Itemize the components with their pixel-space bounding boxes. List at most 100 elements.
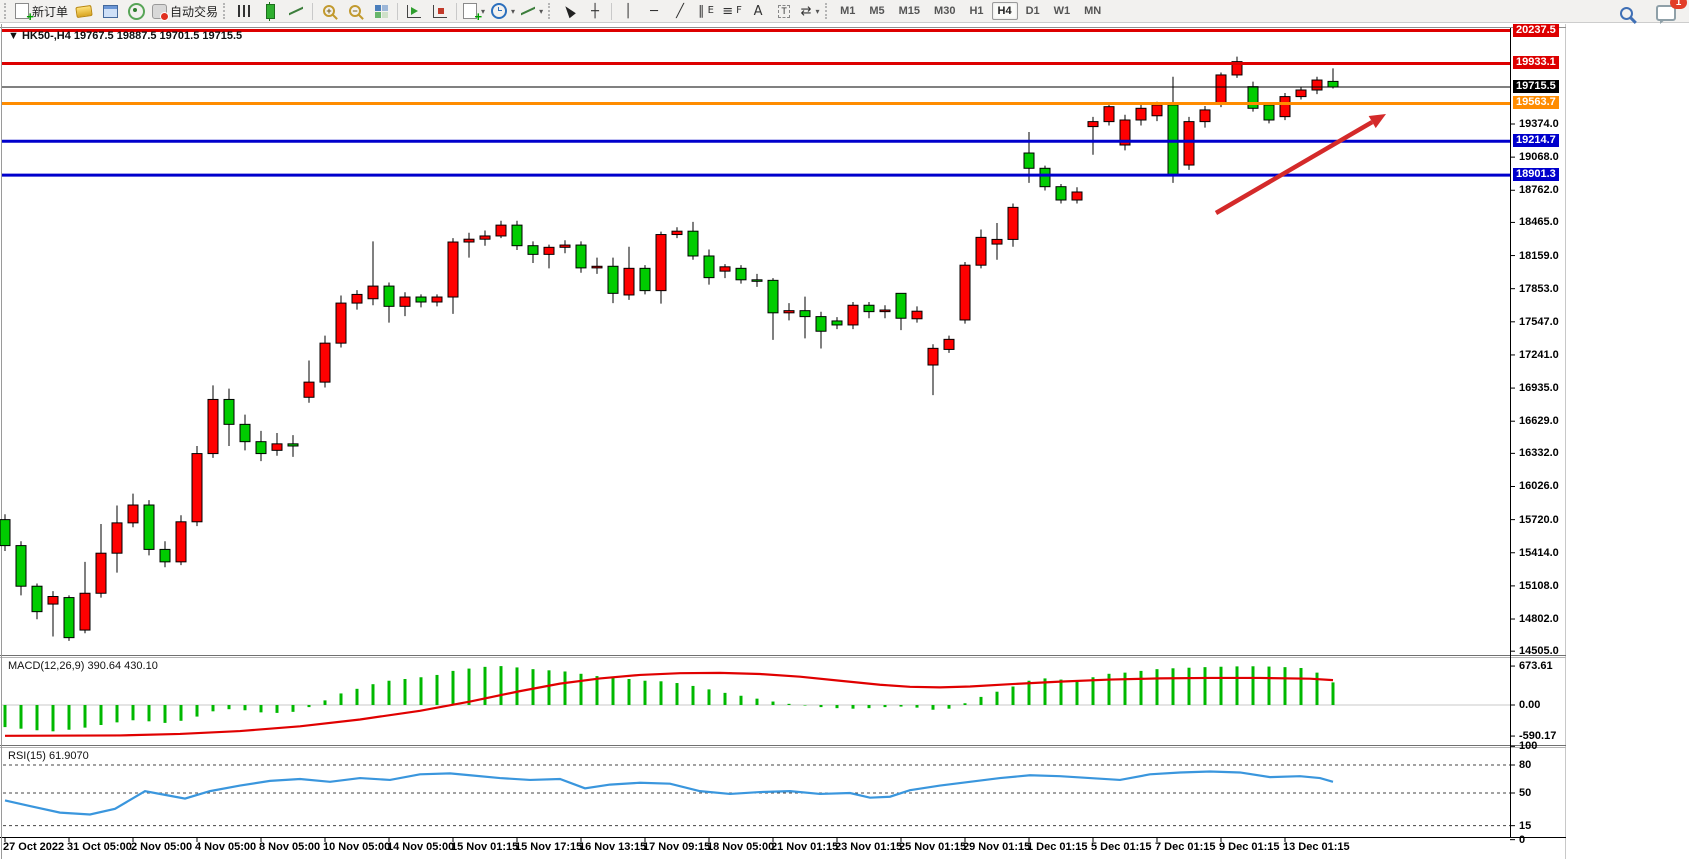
rsi-tick-label: 50 xyxy=(1519,786,1532,799)
time-tick-label: 31 Oct 05:00 xyxy=(67,841,132,853)
window-icon xyxy=(102,4,118,18)
tile-windows-button[interactable] xyxy=(368,1,394,21)
vertical-line-button[interactable]: │ xyxy=(615,1,641,21)
chat-button[interactable]: 1 xyxy=(1653,0,1687,24)
timeframe-button-h1[interactable]: H1 xyxy=(969,5,984,17)
clock-icon xyxy=(491,3,508,19)
trend-arrow[interactable] xyxy=(1214,120,1374,215)
crosshair-icon: ┼ xyxy=(591,3,599,19)
fibonacci-button[interactable]: ≡ F xyxy=(719,1,745,21)
price-tick-label: 15108.0 xyxy=(1519,579,1559,592)
trendline-icon: ╱ xyxy=(676,3,684,19)
price-tick-label: 16935.0 xyxy=(1519,382,1559,395)
crosshair-button[interactable]: ┼ xyxy=(582,1,608,21)
price-tick-label: 18762.0 xyxy=(1519,184,1559,197)
timeframe-button-d1[interactable]: D1 xyxy=(1025,5,1040,17)
candle-bear xyxy=(527,245,539,255)
candle-bear xyxy=(1327,80,1339,88)
price-tick-label: 18159.0 xyxy=(1519,249,1559,262)
auto-scroll-button[interactable] xyxy=(401,1,427,21)
candle-bull xyxy=(191,453,203,523)
candle-bull xyxy=(719,266,731,272)
candle-bull xyxy=(1183,121,1195,166)
time-tick-label: 15 Nov 17:15 xyxy=(515,841,583,853)
search-icon xyxy=(1619,6,1633,20)
zoom-in-button[interactable]: + xyxy=(316,1,342,21)
price-badge-19563.7: 19563.7 xyxy=(1513,96,1559,110)
candle-bull xyxy=(1279,96,1291,118)
chart-shift-button[interactable] xyxy=(427,1,453,21)
chart-candles-button[interactable] xyxy=(257,1,283,21)
timeframe-button-mn[interactable]: MN xyxy=(1084,5,1102,17)
chart-line-button[interactable] xyxy=(283,1,309,21)
templates-dropdown[interactable]: ▾ xyxy=(518,1,546,21)
toolbar-separator xyxy=(312,2,314,20)
toolbar: 新订单 自动交易 + − ▾ ▾ ▾ ┼ xyxy=(0,0,1689,24)
toolbar-separator xyxy=(611,2,613,20)
cursor-button[interactable] xyxy=(556,1,582,21)
toolbar-grip[interactable] xyxy=(223,3,228,19)
collapse-icon[interactable]: ▼ xyxy=(8,30,19,42)
time-tick-label: 7 Dec 01:15 xyxy=(1155,841,1216,853)
time-tick-label: 9 Dec 01:15 xyxy=(1219,841,1280,853)
candle-bull xyxy=(1007,206,1019,240)
timeframe-button-m1[interactable]: M1 xyxy=(840,5,856,17)
time-tick-label: 4 Nov 05:00 xyxy=(195,841,257,853)
market-watch-button[interactable] xyxy=(97,1,123,21)
candle-bear xyxy=(751,279,763,282)
candle-bear xyxy=(687,230,699,257)
text-label-button[interactable]: T xyxy=(771,1,797,21)
candle-bear xyxy=(511,224,523,247)
candle-bear xyxy=(1247,86,1259,109)
toolbar-grip[interactable] xyxy=(825,3,830,19)
chart-bars-button[interactable] xyxy=(231,1,257,21)
search-button[interactable] xyxy=(1613,3,1639,23)
new-order-icon xyxy=(15,3,34,24)
candle-bull xyxy=(1135,107,1147,121)
autotrading-button[interactable]: 自动交易 xyxy=(149,1,221,21)
toolbar-grip[interactable] xyxy=(548,3,553,19)
trend-arrow-head[interactable] xyxy=(1368,114,1386,129)
candle-bull xyxy=(991,238,1003,245)
rsi-tick-label: 100 xyxy=(1519,740,1538,753)
signal-button[interactable] xyxy=(123,1,149,21)
candle-bear xyxy=(15,545,27,587)
toolbar-grip[interactable] xyxy=(4,3,9,19)
periods-dropdown[interactable]: ▾ xyxy=(488,1,518,21)
trendline-button[interactable]: ╱ xyxy=(667,1,693,21)
new-order-button[interactable]: 新订单 xyxy=(12,1,71,24)
channel-button[interactable]: ∥ E xyxy=(693,1,719,21)
price-badge-19214.7: 19214.7 xyxy=(1513,134,1559,148)
timeframe-button-h4[interactable]: H4 xyxy=(991,2,1018,20)
candle-bull xyxy=(303,381,315,398)
rsi-tick-label: 80 xyxy=(1519,759,1532,771)
timeframe-button-m30[interactable]: M30 xyxy=(934,5,956,17)
candle-bear xyxy=(255,441,267,455)
profile-button[interactable] xyxy=(71,1,97,21)
candle-bull xyxy=(879,309,891,313)
timeframe-button-m5[interactable]: M5 xyxy=(869,5,885,17)
zoom-out-button[interactable]: − xyxy=(342,1,368,21)
macd-tick-label: 0.00 xyxy=(1519,699,1541,711)
rsi-tick-label: 15 xyxy=(1519,819,1532,832)
chat-bubble-icon xyxy=(1656,5,1676,24)
price-tick-label: 18465.0 xyxy=(1519,216,1559,229)
timeframe-button-w1[interactable]: W1 xyxy=(1053,5,1071,17)
add-indicator-dropdown[interactable]: ▾ xyxy=(460,1,488,24)
price-tick-label: 16026.0 xyxy=(1519,480,1559,493)
axis-right-edge xyxy=(1565,24,1566,859)
price-tick-label: 14505.0 xyxy=(1519,645,1559,658)
shapes-dropdown[interactable]: ⇄ ▾ xyxy=(797,1,823,21)
horizontal-line-button[interactable]: ─ xyxy=(641,1,667,21)
candle-bull xyxy=(399,296,411,307)
candle-bear xyxy=(143,504,155,550)
text-button[interactable]: A xyxy=(745,1,771,21)
text-icon: A xyxy=(753,3,763,19)
timeframe-button-m15[interactable]: M15 xyxy=(898,5,921,17)
candle-bear xyxy=(1055,186,1067,201)
candle-bull xyxy=(671,230,683,236)
toolbar-right: 1 xyxy=(1613,0,1687,24)
time-tick-label: 15 Nov 01:15 xyxy=(451,841,519,853)
price-tick-label: 19374.0 xyxy=(1519,118,1559,130)
